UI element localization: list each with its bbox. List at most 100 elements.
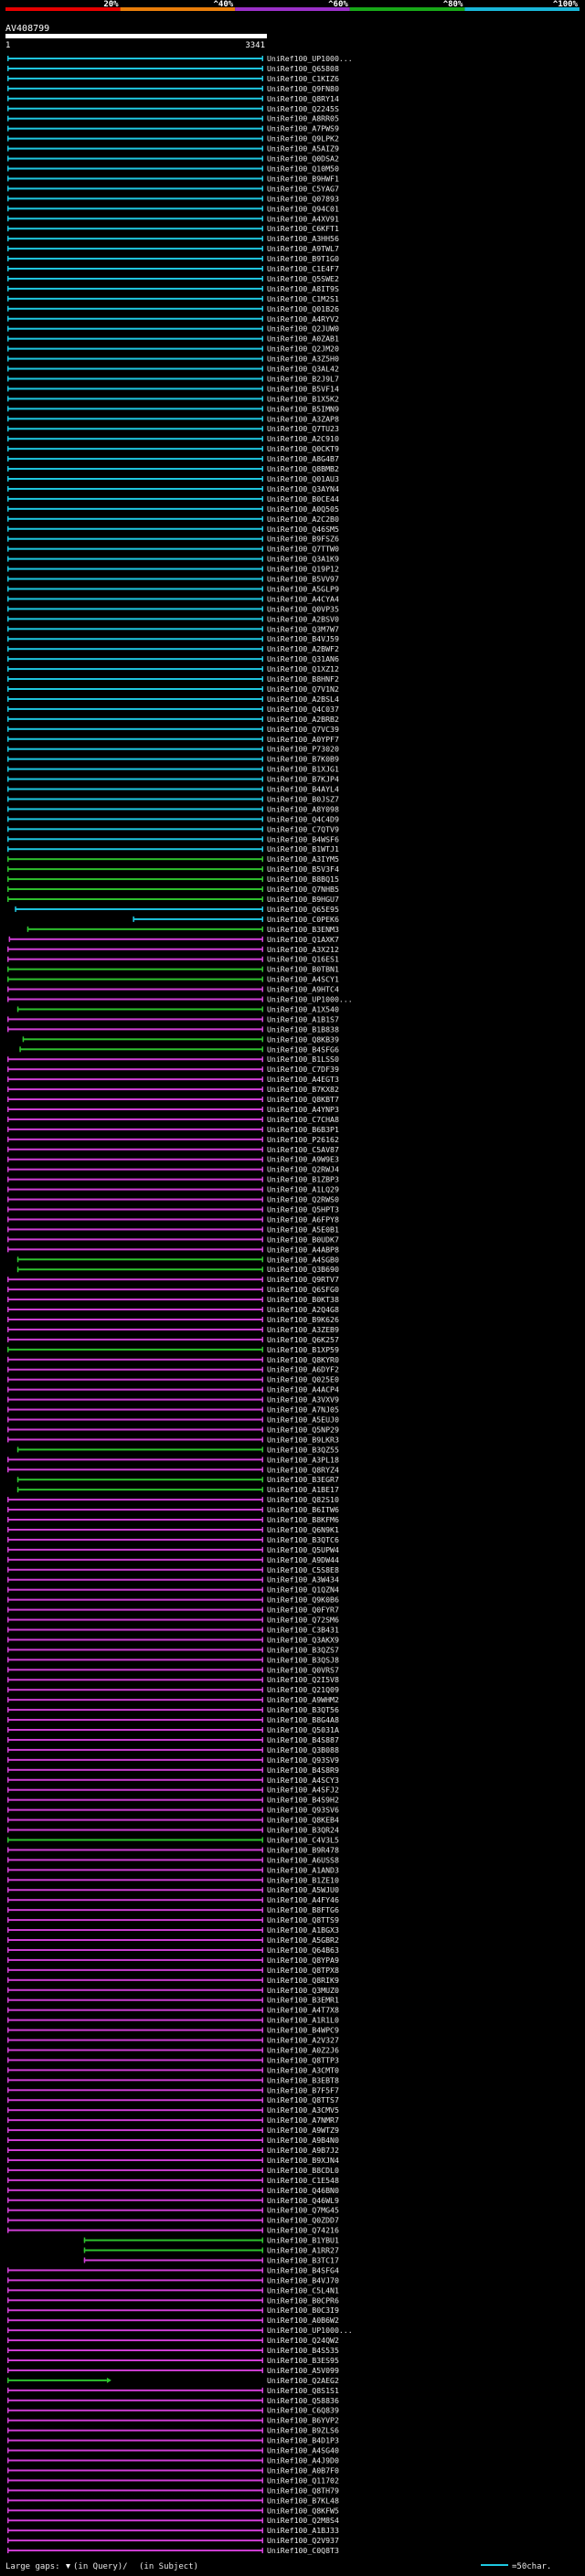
hit-row[interactable]: UniRef100_B6B3P1 bbox=[7, 1125, 339, 1134]
hit-bar[interactable] bbox=[7, 1958, 263, 1961]
hit-label[interactable]: UniRef100_Q58836 bbox=[267, 2396, 339, 2405]
hit-row[interactable]: UniRef100_Q2RWJ4 bbox=[7, 1165, 339, 1174]
hit-bar[interactable] bbox=[7, 1018, 263, 1021]
hit-label[interactable]: UniRef100_Q8TH79 bbox=[267, 2486, 339, 2495]
hit-row[interactable]: UniRef100_Q8KB39 bbox=[22, 1034, 339, 1044]
hit-bar[interactable] bbox=[7, 1859, 263, 1861]
hit-bar[interactable] bbox=[7, 838, 263, 841]
hit-bar[interactable] bbox=[7, 2539, 263, 2542]
hit-label[interactable]: UniRef100_Q1QZN4 bbox=[267, 1585, 339, 1595]
hit-label[interactable]: UniRef100_A1X540 bbox=[267, 1004, 339, 1013]
hit-bar[interactable] bbox=[7, 2509, 263, 2512]
hit-label[interactable]: UniRef100_Q6K257 bbox=[267, 1335, 339, 1344]
hit-bar[interactable] bbox=[7, 418, 263, 420]
hit-bar[interactable] bbox=[7, 197, 263, 200]
hit-row[interactable]: UniRef100_A4FY46 bbox=[7, 1895, 339, 1904]
hit-bar[interactable] bbox=[7, 58, 263, 60]
hit-row[interactable]: UniRef100_Q16ES1 bbox=[7, 955, 339, 964]
hit-row[interactable]: UniRef100_Q07893 bbox=[7, 194, 339, 203]
hit-label[interactable]: UniRef100_A9WTZ9 bbox=[267, 2125, 339, 2135]
hit-label[interactable]: UniRef100_B7F5F7 bbox=[267, 2085, 339, 2094]
hit-row[interactable]: UniRef100_Q9K0B6 bbox=[7, 1595, 339, 1605]
hit-row[interactable]: UniRef100_C1M2S1 bbox=[7, 294, 339, 303]
hit-bar[interactable] bbox=[7, 747, 263, 750]
hit-row[interactable]: UniRef100_B4S9H2 bbox=[7, 1796, 339, 1805]
hit-row[interactable]: UniRef100_A1BJ33 bbox=[7, 2526, 339, 2535]
hit-bar[interactable] bbox=[7, 327, 263, 330]
hit-row[interactable]: UniRef100_A3PL18 bbox=[7, 1455, 339, 1464]
hit-label[interactable]: UniRef100_A4SG40 bbox=[267, 2446, 339, 2455]
hit-bar[interactable] bbox=[8, 938, 264, 940]
hit-label[interactable]: UniRef100_UP1000... bbox=[267, 995, 353, 1004]
hit-label[interactable]: UniRef100_B4SFG6 bbox=[267, 1044, 339, 1054]
hit-row[interactable]: UniRef100_A3HH56 bbox=[7, 234, 339, 243]
hit-label[interactable]: UniRef100_Q9LPK2 bbox=[267, 134, 339, 143]
hit-row[interactable]: UniRef100_A3ZEB9 bbox=[7, 1325, 339, 1334]
hit-bar[interactable] bbox=[7, 668, 263, 671]
hit-bar[interactable] bbox=[7, 1548, 263, 1551]
hit-label[interactable]: UniRef100_A5AIZ9 bbox=[267, 144, 339, 154]
hit-bar[interactable] bbox=[7, 2409, 263, 2412]
hit-label[interactable]: UniRef100_A3W434 bbox=[267, 1575, 339, 1585]
hit-label[interactable]: UniRef100_A4YNP3 bbox=[267, 1105, 339, 1114]
hit-row[interactable]: UniRef100_B9LKR3 bbox=[7, 1435, 339, 1444]
hit-row[interactable]: UniRef100_Q10M50 bbox=[7, 164, 339, 173]
hit-row[interactable]: UniRef100_B9R478 bbox=[7, 1845, 339, 1854]
hit-row[interactable]: UniRef100_A4SG40 bbox=[7, 2446, 339, 2455]
hit-row[interactable]: UniRef100_B8CDL0 bbox=[7, 2166, 339, 2175]
hit-bar[interactable] bbox=[7, 1358, 263, 1361]
hit-bar[interactable] bbox=[83, 2259, 263, 2262]
hit-bar[interactable] bbox=[7, 228, 263, 230]
hit-row[interactable]: UniRef100_B8HNF2 bbox=[7, 674, 339, 684]
hit-row[interactable]: UniRef100_B7KL48 bbox=[7, 2496, 339, 2505]
hit-label[interactable]: UniRef100_B6ITW6 bbox=[267, 1505, 339, 1514]
hit-label[interactable]: UniRef100_B3QT56 bbox=[267, 1705, 339, 1714]
hit-row[interactable]: UniRef100_B1ZE10 bbox=[7, 1875, 339, 1884]
hit-bar[interactable] bbox=[7, 1938, 263, 1941]
hit-bar[interactable] bbox=[7, 1188, 263, 1191]
hit-bar[interactable] bbox=[7, 628, 263, 631]
hit-bar[interactable] bbox=[7, 527, 263, 530]
hit-bar[interactable] bbox=[7, 1869, 263, 1871]
hit-row[interactable]: UniRef100_A4SCY3 bbox=[7, 1776, 339, 1785]
hit-row[interactable]: UniRef100_A4J9D0 bbox=[7, 2456, 339, 2465]
hit-bar[interactable] bbox=[7, 2429, 263, 2432]
hit-bar[interactable] bbox=[7, 897, 263, 900]
hit-label[interactable]: UniRef100_A3CMT0 bbox=[267, 2065, 339, 2074]
hit-bar[interactable] bbox=[7, 177, 263, 180]
hit-bar[interactable] bbox=[7, 1788, 263, 1791]
hit-bar[interactable] bbox=[7, 2519, 263, 2522]
hit-label[interactable]: UniRef100_A8IT9S bbox=[267, 284, 339, 293]
hit-label[interactable]: UniRef100_A2BRB2 bbox=[267, 715, 339, 724]
hit-bar[interactable] bbox=[7, 2489, 263, 2492]
hit-bar[interactable] bbox=[7, 598, 263, 600]
hit-bar[interactable] bbox=[7, 487, 263, 490]
hit-label[interactable]: UniRef100_A1RR27 bbox=[267, 2246, 339, 2255]
hit-bar[interactable] bbox=[7, 547, 263, 550]
hit-row[interactable]: UniRef100_A7NMR7 bbox=[7, 2115, 339, 2125]
hit-label[interactable]: UniRef100_Q8TPX8 bbox=[267, 1966, 339, 1975]
hit-label[interactable]: UniRef100_Q2JM20 bbox=[267, 345, 339, 354]
hit-row[interactable]: UniRef100_A9DW44 bbox=[7, 1555, 339, 1564]
hit-label[interactable]: UniRef100_Q0VRS7 bbox=[267, 1665, 339, 1674]
hit-bar[interactable] bbox=[7, 1178, 263, 1181]
hit-label[interactable]: UniRef100_Q01B26 bbox=[267, 304, 339, 313]
hit-bar[interactable] bbox=[7, 1458, 263, 1461]
hit-row[interactable]: UniRef100_Q8RY14 bbox=[7, 94, 339, 103]
hit-label[interactable]: UniRef100_A8Y098 bbox=[267, 804, 339, 813]
hit-row[interactable]: UniRef100_Q2V937 bbox=[7, 2536, 339, 2545]
hit-row[interactable]: UniRef100_B4AYL4 bbox=[7, 785, 339, 794]
hit-bar[interactable] bbox=[7, 1198, 263, 1201]
hit-bar[interactable] bbox=[7, 2339, 263, 2342]
hit-row[interactable]: UniRef100_A4EGT3 bbox=[7, 1075, 339, 1084]
hit-row[interactable]: UniRef100_A2BRB2 bbox=[7, 715, 339, 724]
hit-label[interactable]: UniRef100_Q72SM6 bbox=[267, 1616, 339, 1625]
hit-row[interactable]: UniRef100_C0Q8T3 bbox=[7, 2546, 339, 2555]
hit-bar[interactable] bbox=[7, 428, 263, 430]
hit-bar[interactable] bbox=[7, 948, 263, 950]
hit-bar[interactable] bbox=[7, 238, 263, 240]
hit-bar[interactable] bbox=[16, 1258, 264, 1261]
hit-label[interactable]: UniRef100_B3QTC6 bbox=[267, 1535, 339, 1544]
hit-label[interactable]: UniRef100_Q2M8S4 bbox=[267, 2516, 339, 2525]
hit-label[interactable]: UniRef100_C0PEK6 bbox=[267, 915, 339, 924]
